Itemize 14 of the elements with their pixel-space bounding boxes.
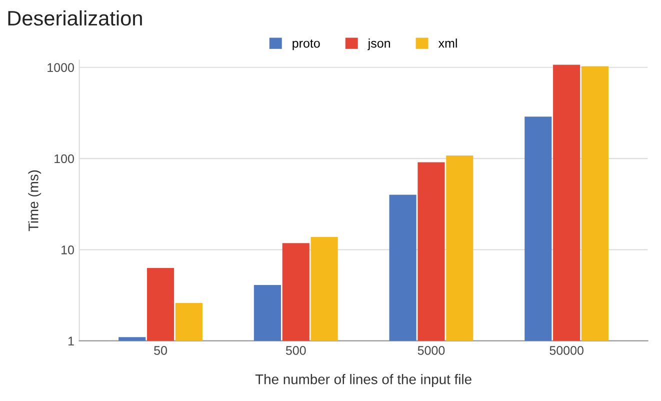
- chart-title: Deserialization: [8, 10, 142, 26]
- x-tick-label: 50: [154, 346, 167, 355]
- y-tick-label: 10: [62, 245, 74, 254]
- legend-label: json: [368, 38, 390, 50]
- legend-label: xml: [438, 38, 457, 48]
- legend-label: proto: [292, 40, 320, 50]
- x-axis-title: The number of lines of the input file: [255, 374, 472, 387]
- y-tick-label: 1000: [48, 63, 74, 72]
- x-tick-label: 50000: [550, 346, 584, 355]
- y-tick-label: 1: [68, 336, 74, 346]
- x-tick-label: 500: [286, 346, 306, 355]
- y-tick-label: 100: [54, 154, 74, 164]
- y-axis-title: Time (ms): [28, 170, 42, 232]
- x-tick-label: 5000: [418, 346, 445, 355]
